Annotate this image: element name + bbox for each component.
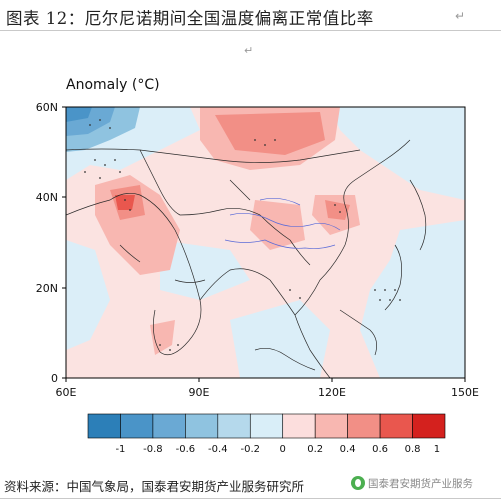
plot-frame bbox=[65, 106, 466, 379]
colorbar-swatch bbox=[314, 413, 348, 439]
colorbar-tick-label: 0.8 bbox=[405, 444, 421, 455]
coastline-borders bbox=[66, 139, 427, 378]
colorbar-tick-label: -0.4 bbox=[208, 444, 228, 455]
colorbar-swatch bbox=[249, 413, 284, 439]
lat-label: 0 bbox=[51, 372, 58, 385]
footer-divider bbox=[0, 498, 501, 499]
anomaly-label: Anomaly (°C) bbox=[66, 77, 160, 93]
lon-label: 60E bbox=[56, 386, 77, 399]
lon-label: 120E bbox=[318, 386, 346, 399]
colorbar-tick-label: 0.4 bbox=[340, 444, 356, 455]
figure-title: 图表 12：厄尔尼诺期间全国温度偏离正常值比率 bbox=[6, 9, 374, 28]
colorbar-tick-label: 0 bbox=[280, 444, 286, 455]
lon-label: 90E bbox=[189, 386, 210, 399]
river-lines bbox=[224, 198, 341, 249]
brand-logo-icon bbox=[351, 476, 365, 490]
anomaly-map: 60N 40N 20N 0 60E 90E 120E 150E -1 -0.8 -0… bbox=[36, 101, 479, 455]
colorbar-tick-label: 0.6 bbox=[372, 444, 388, 455]
lat-label: 60N bbox=[36, 101, 58, 114]
colorbar: -1 -0.8 -0.6 -0.4 -0.2 0 0.2 0.4 0.6 0.8 1 bbox=[87, 413, 446, 455]
lat-label: 40N bbox=[36, 191, 58, 204]
colorbar-swatch bbox=[185, 413, 219, 439]
colorbar-swatch bbox=[379, 413, 413, 439]
colorbar-tick-label: -0.2 bbox=[241, 444, 261, 455]
colorbar-tick-label: 1 bbox=[434, 444, 440, 455]
colorbar-tick-label: -0.8 bbox=[143, 444, 163, 455]
colorbar-tick-label: 0.2 bbox=[307, 444, 323, 455]
colorbar-tick-label: -1 bbox=[115, 444, 125, 455]
watermark: 国泰君安期货产业服务 bbox=[351, 472, 497, 494]
colorbar-swatch bbox=[347, 413, 381, 439]
source-note: 资料来源：中国气象局，国泰君安期货产业服务研究所 bbox=[4, 479, 305, 494]
watermark-text: 国泰君安期货产业服务 bbox=[368, 477, 473, 490]
anomaly-fill-layer bbox=[66, 107, 465, 378]
return-mark-icon: ↵ bbox=[455, 9, 466, 23]
lon-label: 150E bbox=[451, 386, 479, 399]
colorbar-swatch bbox=[217, 413, 251, 439]
colorbar-swatch bbox=[412, 413, 446, 439]
colorbar-swatch bbox=[120, 413, 154, 439]
colorbar-swatch bbox=[282, 413, 316, 439]
title-bar: 图表 12：厄尔尼诺期间全国温度偏离正常值比率 ↵ bbox=[0, 0, 501, 31]
return-mark-icon: ↵ bbox=[244, 44, 254, 57]
significance-stipple bbox=[84, 119, 401, 351]
colorbar-swatch bbox=[152, 413, 186, 439]
colorbar-tick-label: -0.6 bbox=[176, 444, 196, 455]
colorbar-swatch bbox=[87, 413, 121, 439]
axis-ticks bbox=[62, 106, 466, 382]
lat-label: 20N bbox=[36, 282, 58, 295]
